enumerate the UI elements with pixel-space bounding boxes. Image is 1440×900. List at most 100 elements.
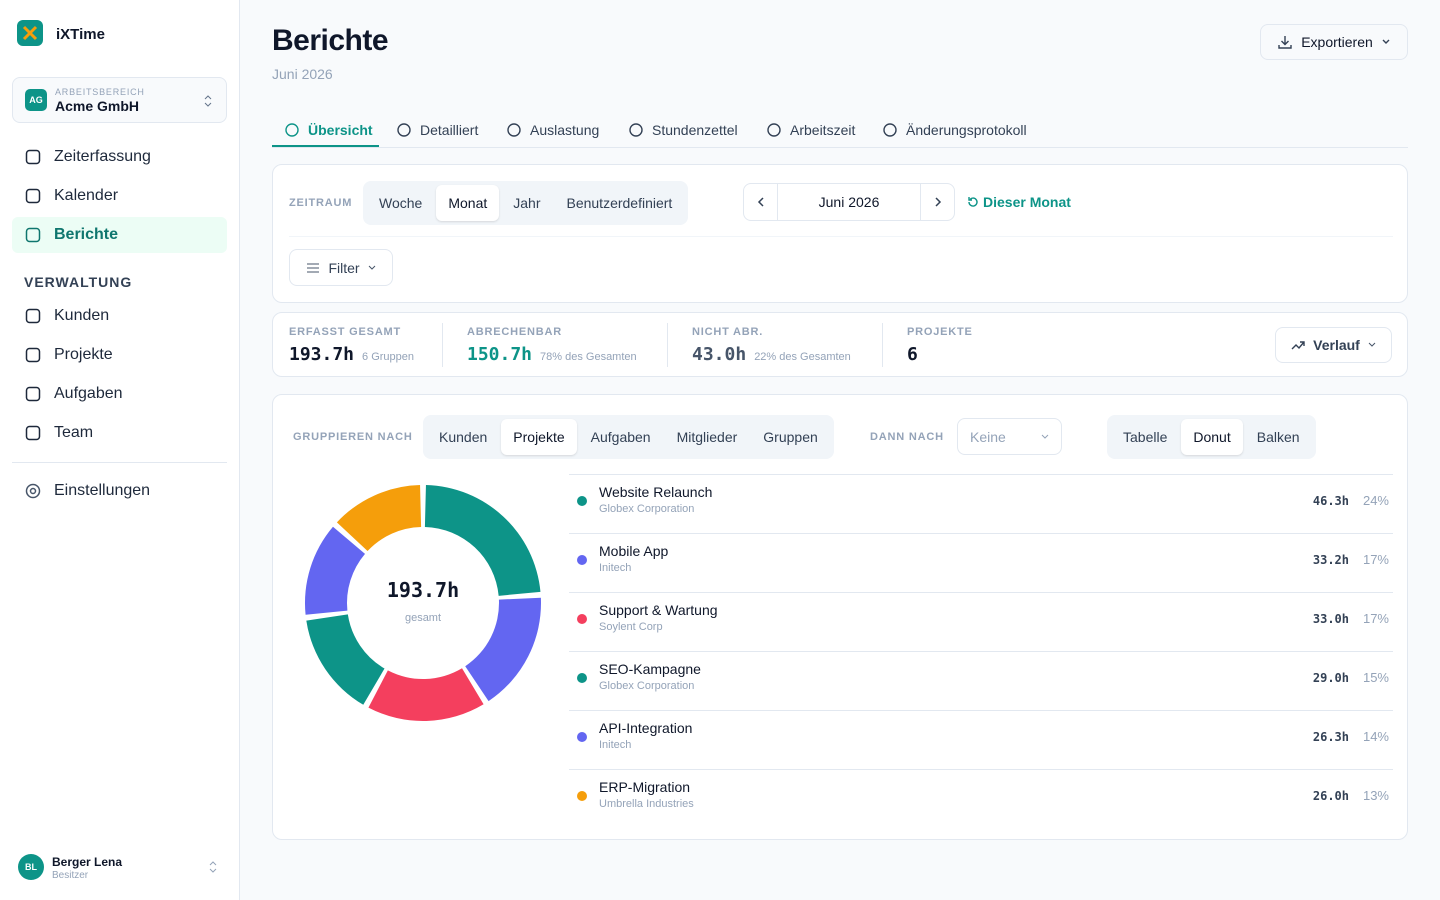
then-value: Keine (970, 428, 1006, 445)
month-picker: Juni 2026 (743, 183, 955, 221)
prev-month[interactable] (756, 197, 766, 207)
segment-option[interactable]: Tabelle (1123, 429, 1168, 445)
nav-label: Team (54, 424, 94, 441)
row-client: Globex Corporation (599, 503, 695, 515)
tab[interactable]: Änderungsprotokoll (882, 112, 1027, 148)
row-name: Support & Wartung (599, 602, 718, 618)
tab-label: Änderungsprotokoll (906, 122, 1027, 138)
stat-value: 193.7h (289, 344, 355, 365)
user-name: Berger Lena (52, 855, 123, 869)
row-name: SEO-Kampagne (599, 661, 701, 677)
user-avatar: BL (18, 854, 44, 880)
legend-dot (577, 791, 587, 801)
stat-divider (882, 323, 883, 367)
legend-dot (577, 555, 587, 565)
row-share: 14% (1362, 729, 1389, 744)
legend-dot (577, 732, 587, 742)
next-month[interactable] (933, 197, 943, 207)
active-tab-indicator (272, 145, 379, 147)
nav-item[interactable]: Aufgaben (12, 376, 227, 412)
filter-button[interactable]: Filter (289, 249, 393, 286)
segment-option[interactable]: Monat (436, 185, 500, 221)
donut-segment[interactable] (336, 485, 422, 552)
this-month-link[interactable]: Dieser Monat (967, 194, 1071, 210)
stat-value: 43.0h (692, 344, 747, 365)
segment-option[interactable]: Aufgaben (590, 429, 651, 445)
row-hours: 29.0h (1312, 671, 1349, 685)
nav-settings[interactable]: Einstellungen (12, 473, 227, 509)
then-label: DANN NACH (870, 431, 944, 443)
donut-segment[interactable] (306, 614, 385, 705)
stat-note: 6 Gruppen (362, 351, 415, 363)
report-card: GRUPPIEREN NACH Kunden Projekte Aufgaben Mi… (272, 394, 1408, 840)
row-share: 13% (1362, 788, 1389, 803)
nav-item[interactable]: Team (12, 415, 227, 451)
stat-divider (442, 323, 443, 367)
report-row[interactable]: Website Relaunch Globex Corporation 46.3h 2… (569, 474, 1393, 533)
tab-label: Auslastung (530, 122, 600, 138)
donut-segment[interactable] (368, 668, 484, 721)
tab[interactable]: Arbeitszeit (766, 112, 855, 148)
nav-label: Zeiterfassung (54, 148, 151, 165)
segment-option[interactable]: Projekte (501, 419, 577, 455)
report-row[interactable]: ERP-Migration Umbrella Industries 26.0h 13% (569, 769, 1393, 828)
stat-value-row: 43.0h 22% des Gesamten (692, 344, 851, 365)
nav-label: Projekte (54, 346, 113, 363)
divider (12, 462, 227, 463)
row-share: 17% (1362, 611, 1389, 626)
workspace-switcher[interactable]: AG ARBEITSBEREICH Acme GmbH (12, 77, 227, 123)
stat-value-row: 150.7h 78% des Gesamten (467, 344, 637, 365)
workspace-initials: AG (25, 89, 47, 111)
donut-segment[interactable] (465, 597, 541, 702)
filter-label: Filter (328, 259, 360, 276)
nav-label: Berichte (54, 226, 119, 243)
row-client: Umbrella Industries (599, 798, 694, 810)
tab[interactable]: Auslastung (506, 112, 599, 148)
tab[interactable]: Detailliert (396, 112, 478, 148)
segment-option[interactable]: Benutzerdefiniert (566, 195, 673, 211)
nav-item[interactable]: Berichte (12, 217, 227, 253)
then-select[interactable]: Keine (957, 418, 1062, 455)
report-row[interactable]: Support & Wartung Soylent Corp 33.0h 17% (569, 592, 1393, 651)
donut-total: 193.7h (387, 578, 459, 602)
nav-label: Kunden (54, 307, 110, 324)
nav-item[interactable]: Zeiterfassung (12, 139, 227, 175)
month-value[interactable]: Juni 2026 (818, 194, 880, 210)
segment-option[interactable]: Woche (379, 195, 423, 211)
brand: iXTime (56, 26, 105, 43)
export-button[interactable]: Exportieren (1260, 24, 1408, 60)
report-row[interactable]: SEO-Kampagne Globex Corporation 29.0h 15% (569, 651, 1393, 710)
donut-segment[interactable] (424, 485, 541, 596)
segment-option[interactable]: Balken (1256, 429, 1300, 445)
group-label: GRUPPIEREN NACH (293, 431, 413, 443)
segment-option[interactable]: Donut (1181, 419, 1243, 455)
segment-option[interactable]: Kunden (439, 429, 488, 445)
nav-item[interactable]: Kalender (12, 178, 227, 214)
tab-label: Detailliert (420, 122, 479, 138)
row-hours: 46.3h (1312, 494, 1349, 508)
nav-item[interactable]: Projekte (12, 337, 227, 373)
row-client: Initech (599, 562, 632, 574)
segment-option[interactable]: Jahr (513, 195, 541, 211)
report-row[interactable]: Mobile App Initech 33.2h 17% (569, 533, 1393, 592)
user-role: Besitzer (52, 870, 89, 881)
nav-label: Einstellungen (54, 482, 151, 499)
period-selector: Woche Monat Jahr Benutzerdefiniert (363, 181, 689, 225)
tab[interactable]: Stundenzettel (628, 112, 738, 148)
legend-dot (577, 673, 587, 683)
legend-dot (577, 496, 587, 506)
segment-option[interactable]: Mitglieder (676, 429, 738, 445)
row-client: Soylent Corp (599, 621, 663, 633)
tab-divider (272, 147, 1408, 148)
segment-option[interactable]: Gruppen (763, 429, 818, 445)
page-title: Berichte (272, 24, 389, 57)
nav-item[interactable]: Kunden (12, 298, 227, 334)
row-name: Website Relaunch (599, 484, 713, 500)
tab[interactable]: Übersicht (284, 112, 373, 148)
stat-label: ERFASST GESAMT (289, 326, 402, 338)
report-row[interactable]: API-Integration Initech 26.3h 14% (569, 710, 1393, 769)
nav-label: Kalender (54, 187, 119, 204)
row-hours: 33.2h (1312, 553, 1349, 567)
donut-segment[interactable] (305, 526, 366, 615)
trend-button[interactable]: Verlauf (1275, 327, 1392, 363)
